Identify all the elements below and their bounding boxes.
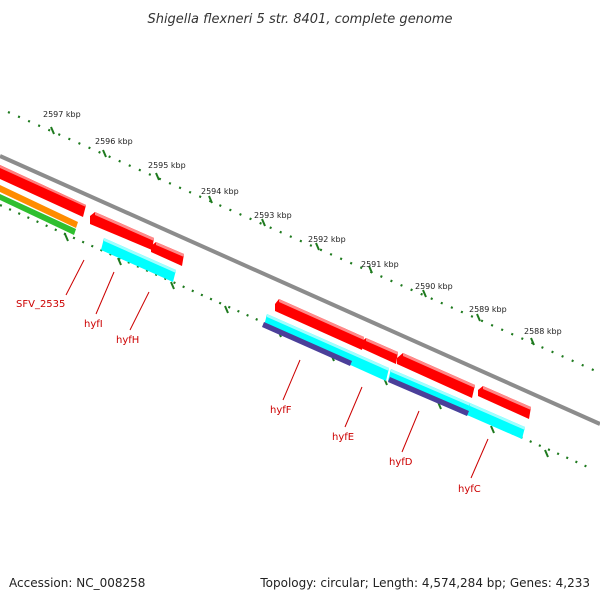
gene-label-hyfh: hyfH	[116, 335, 139, 346]
gene-label-hyfe: hyfE	[332, 432, 354, 443]
gene-sfv-2535	[0, 165, 86, 217]
left-tracks	[0, 165, 86, 235]
kbp-label: 2591 kbp	[361, 260, 399, 269]
kbp-labels: 2597 kbp 2596 kbp 2595 kbp 2594 kbp 2593…	[43, 110, 562, 336]
gene-red-4	[478, 386, 531, 419]
gene-red-2	[361, 338, 398, 364]
gene-label-sfv-2535: SFV_2535	[16, 299, 65, 310]
gene-labels: SFV_2535 hyfI hyfH hyfF hyfE hyfD hyfC	[16, 299, 481, 495]
gene-label-hyfi: hyfI	[84, 319, 103, 330]
gene-purple-1	[262, 322, 352, 366]
topology-text: Topology: circular; Length: 4,574,284 bp…	[259, 576, 590, 590]
gene-hyfh-fwd	[151, 242, 184, 266]
kbp-label: 2592 kbp	[308, 235, 346, 244]
kbp-label: 2594 kbp	[201, 187, 239, 196]
gene-hyfi	[90, 212, 154, 250]
gene-hyfc-cyan	[467, 403, 525, 439]
gene-red-1	[275, 299, 364, 350]
gene-hyff-cyan	[264, 314, 389, 381]
kbp-label: 2590 kbp	[415, 282, 453, 291]
kbp-label: 2589 kbp	[469, 305, 507, 314]
kbp-label: 2595 kbp	[148, 161, 186, 170]
green-track	[0, 194, 76, 235]
upper-major-ticks	[50, 126, 535, 346]
gene-label-hyfd: hyfD	[389, 457, 413, 468]
kbp-label: 2593 kbp	[254, 211, 292, 220]
gene-cluster-1	[90, 212, 184, 282]
label-leaders	[65, 259, 489, 479]
orange-track	[0, 185, 78, 228]
gene-hyfh	[101, 238, 176, 282]
gene-label-hyff: hyfF	[270, 405, 292, 416]
gene-red-3	[397, 353, 475, 398]
gene-cluster-2	[262, 299, 531, 439]
accession-text: Accession: NC_008258	[9, 576, 145, 590]
genome-backbone	[0, 154, 600, 426]
kbp-label: 2596 kbp	[95, 137, 133, 146]
kbp-label: 2588 kbp	[524, 327, 562, 336]
kbp-label: 2597 kbp	[43, 110, 81, 119]
gene-label-hyfc: hyfC	[458, 484, 481, 495]
map-title: Shigella flexneri 5 str. 8401, complete …	[147, 12, 452, 27]
gene-purple-2	[388, 377, 469, 416]
